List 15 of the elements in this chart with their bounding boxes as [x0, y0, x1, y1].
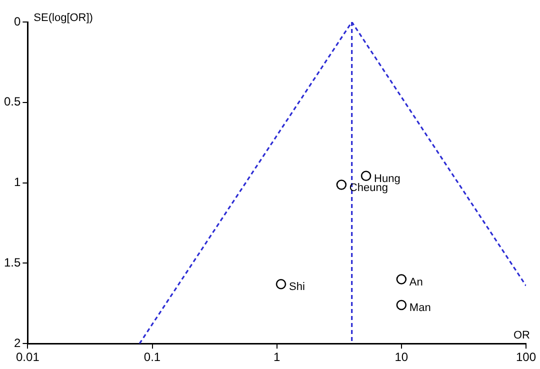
x-axis-title: OR: [514, 330, 530, 342]
y-tick-label: 2: [14, 336, 21, 350]
y-tick-label: 1: [14, 175, 21, 190]
x-tick-label: 0.01: [16, 350, 40, 364]
x-tick-label: 10: [394, 350, 408, 364]
x-tick-label: 1: [273, 350, 280, 364]
annotation: An: [409, 276, 423, 288]
x-tick-label: 0.1: [144, 350, 161, 364]
y-tick-label: 0.5: [4, 94, 21, 109]
y-tick-label: 1.5: [4, 256, 21, 270]
annotation: Shi: [289, 281, 305, 294]
x-tick-label: 100: [516, 350, 536, 364]
y-tick-label: 0: [14, 14, 21, 28]
y-axis-title: SE(log[OR]): [34, 12, 93, 24]
annotation: Man: [409, 302, 431, 314]
